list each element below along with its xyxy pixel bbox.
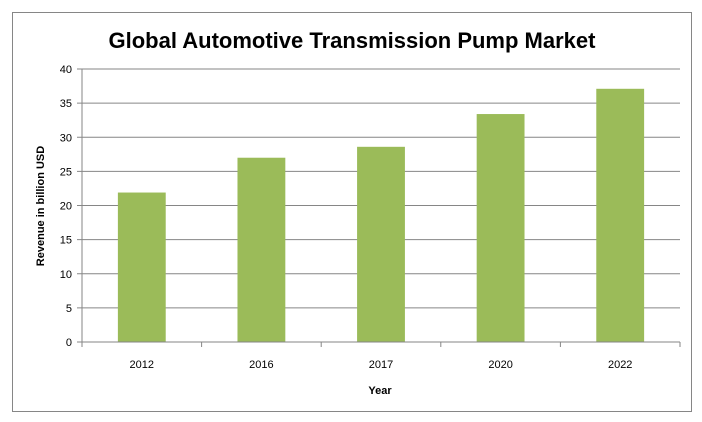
y-tick-label: 20: [60, 201, 72, 213]
x-tick-label: 2020: [488, 359, 512, 371]
y-tick-label: 40: [60, 64, 72, 76]
bar-2020: [476, 114, 525, 342]
bar-series: [117, 88, 645, 342]
x-tick-label: 2017: [369, 359, 393, 371]
y-tick-label: 15: [60, 235, 72, 247]
y-tick-label: 5: [66, 303, 72, 315]
chart-title: Global Automotive Transmission Pump Mark…: [109, 28, 597, 53]
bar-2012: [117, 192, 166, 342]
y-tick-label: 10: [60, 269, 72, 281]
y-tick-label: 35: [60, 98, 72, 110]
axes: [77, 68, 681, 347]
y-axis-label: Revenue in billion USD: [35, 146, 47, 266]
y-tick-label: 30: [60, 132, 72, 144]
x-axis-label: Year: [368, 385, 392, 397]
bar-2022: [596, 88, 645, 342]
y-tick-label: 0: [66, 337, 72, 349]
x-axis-ticks: 2012 2016 2017 2020 2022: [130, 359, 633, 371]
y-axis-ticks: 0 5 10 15 20 25 30 35 40: [60, 64, 72, 349]
x-tick-label: 2022: [608, 359, 632, 371]
y-tick-label: 25: [60, 166, 72, 178]
bar-2016: [237, 157, 286, 342]
x-tick-label: 2012: [130, 359, 154, 371]
bar-2017: [357, 146, 405, 342]
x-tick-label: 2016: [249, 359, 273, 371]
